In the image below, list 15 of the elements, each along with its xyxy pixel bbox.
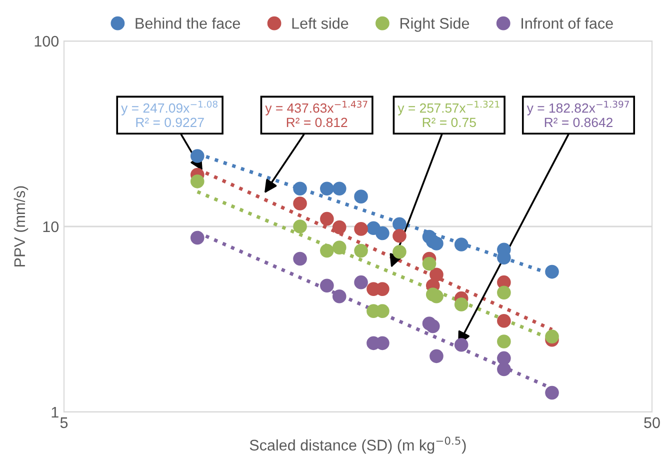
- x-tick-label: 50: [644, 417, 660, 428]
- x-tick-label: 5: [60, 417, 68, 428]
- annotation: y = 247.09x$^{−1.08}$ R² = 0.9227: [121, 100, 218, 128]
- legend-label: Right Side: [400, 18, 470, 32]
- legend-label: Infront of face: [522, 18, 613, 29]
- legend-label: Behind the face: [136, 18, 240, 29]
- annotation: y = 257.57x$^{−1.321}$ R² = 0.75: [398, 100, 500, 128]
- legend-label: Left side: [292, 18, 348, 29]
- y-tick-label: 1: [52, 407, 58, 418]
- y-tick-label: 10: [43, 221, 59, 232]
- annotation: y = 182.82x$^{−1.397}$ R² = 0.8642: [526, 100, 629, 128]
- x-axis-title: Scaled distance (SD) (m kg$^{−0.5}$): [250, 436, 466, 454]
- y-axis-title: PPV (mm/s): [14, 186, 28, 266]
- annotation: y = 437.63x$^{−1.437}$ R² = 0.812: [265, 100, 368, 128]
- y-tick-label: 100: [34, 36, 59, 47]
